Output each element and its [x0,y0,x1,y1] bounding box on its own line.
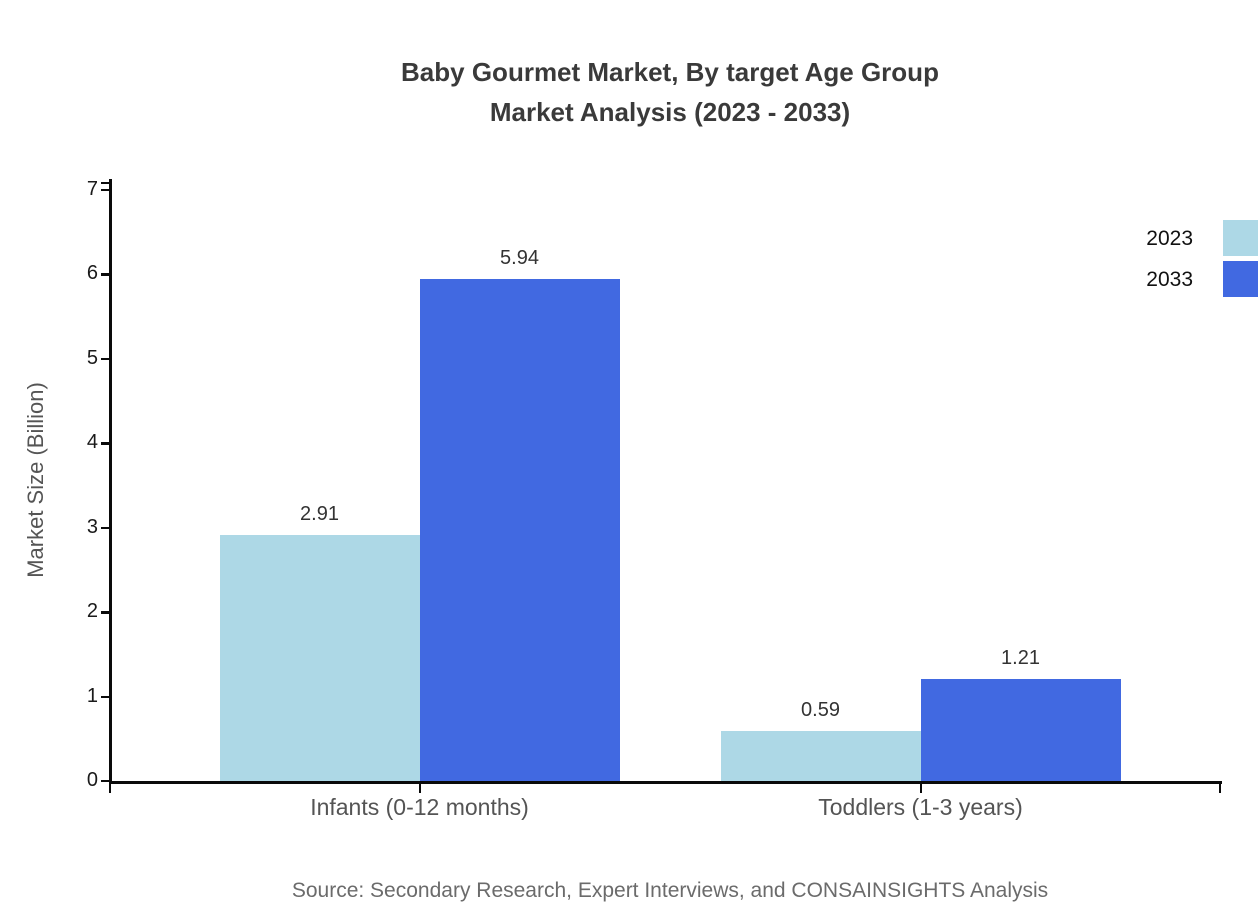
x-tick-mark [418,784,421,793]
bar-value-label: 5.94 [500,247,539,270]
y-tick-mark [101,189,110,192]
y-tick-label: 6 [86,262,98,285]
y-tick-label: 7 [86,178,98,200]
x-category-label: Infants (0-12 months) [310,794,529,820]
y-axis-line [109,179,112,784]
bar-value-label: 0.59 [801,699,840,722]
y-axis-title: Market Size (Billion) [23,382,48,578]
y-axis-end-tick [101,182,110,185]
bar-2023-toddlers [720,731,921,781]
y-tick-mark [101,442,110,445]
y-tick-label: 0 [86,769,98,791]
y-tick-label: 4 [86,431,98,454]
x-category-label: Toddlers (1-3 years) [818,794,1023,820]
y-tick-mark [101,780,110,783]
bar-2033-infants [419,279,620,781]
source-note: Source: Secondary Research, Expert Inter… [291,879,1049,902]
y-tick-mark [101,273,110,276]
y-tick-mark [101,695,110,698]
bar-value-label: 1.21 [1001,646,1040,669]
x-tick-mark [109,784,112,793]
legend-swatch-2033 [1223,261,1258,297]
legend-label-2033: 2033 [1146,268,1193,291]
y-tick-mark [101,357,110,361]
bar-value-label: 2.91 [300,503,339,526]
bar-2023-infants [219,535,420,781]
legend-label-2023: 2023 [1146,227,1193,250]
legend-swatch-2023 [1223,220,1258,256]
bar-2033-toddlers [920,678,1121,781]
chart-title-line1: Baby Gourmet Market, By target Age Group [401,57,939,87]
y-tick-label: 5 [86,346,98,369]
chart-title: Baby Gourmet Market, By target Age Group… [80,52,1260,132]
x-axis-line [109,781,1222,784]
chart-title-line2: Market Analysis (2023 - 2033) [489,97,851,127]
x-tick-mark [919,784,922,793]
y-tick-label: 3 [86,515,98,538]
y-tick-label: 2 [86,600,98,623]
y-tick-label: 1 [86,684,98,707]
y-tick-mark [101,526,110,530]
y-tick-mark [101,611,110,614]
x-tick-mark [1219,784,1222,793]
